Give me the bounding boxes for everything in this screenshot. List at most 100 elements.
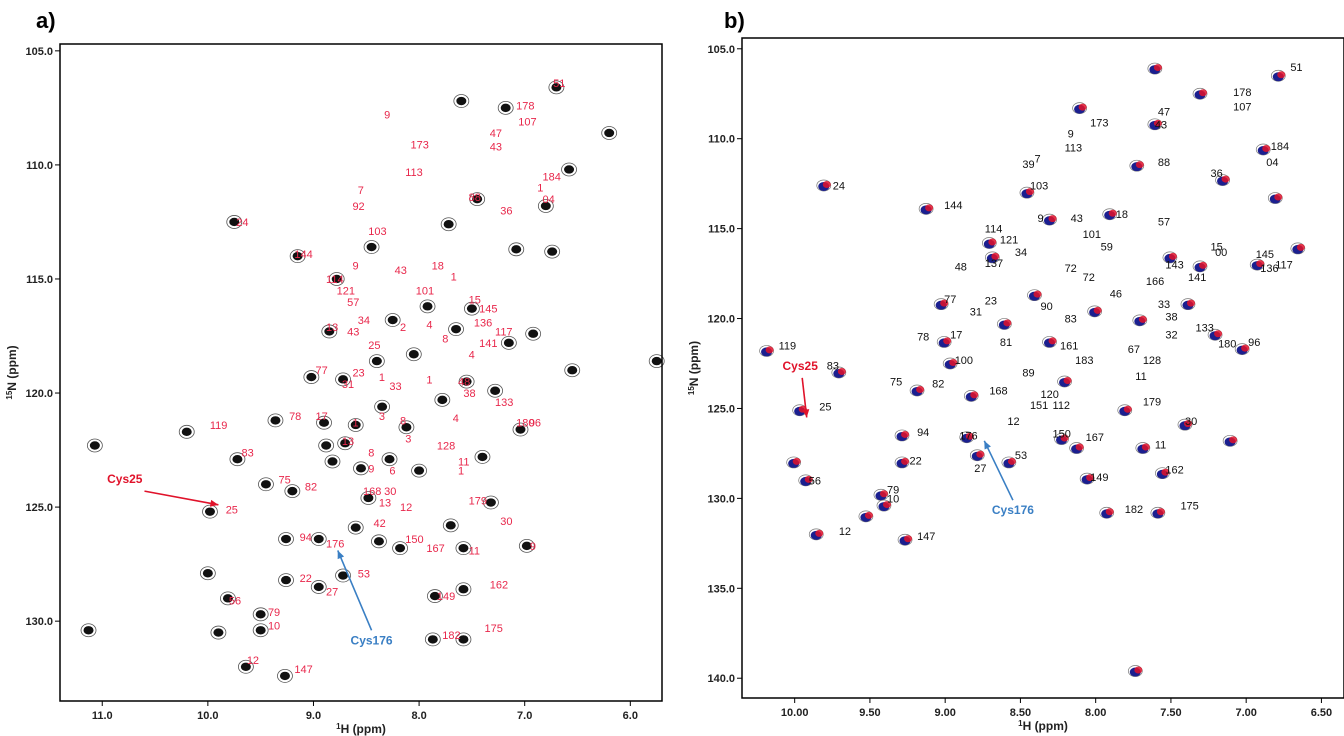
peak-contour-red: [965, 432, 974, 440]
peak-label: 77: [315, 365, 327, 377]
peak-contour-outer: [374, 399, 391, 414]
x-tick-label: 6.50: [1311, 707, 1332, 719]
peak-contour: [485, 498, 496, 507]
peak-label: 82: [305, 482, 317, 494]
peak-contour-outer: [424, 632, 441, 647]
peak-contour-red: [822, 180, 831, 188]
peak-label: 33: [1158, 299, 1170, 311]
x-tick-label: 11.0: [92, 710, 113, 722]
plot-frame: [59, 43, 663, 702]
peak-contour-red: [949, 359, 958, 367]
plot-frame: [741, 37, 1344, 699]
peak-label: 57: [347, 297, 359, 309]
peak-contour: [401, 423, 412, 432]
peak-contour: [429, 591, 440, 601]
peak-label: 151: [1030, 400, 1048, 412]
peak-contour-outer: [278, 573, 294, 587]
peak-contour-red: [1168, 252, 1177, 260]
peak-contour-red: [970, 391, 979, 399]
peak-contour: [515, 425, 526, 434]
peak-contour: [651, 356, 662, 366]
peak-label: 167: [1086, 432, 1104, 444]
peak-contour: [240, 662, 251, 671]
peak-contour: [373, 537, 384, 546]
peak-label: 56: [229, 596, 241, 608]
peak-label: 57: [1158, 216, 1170, 228]
peak-label: 83: [242, 447, 254, 459]
peak-contour-outer: [648, 354, 665, 368]
peak-contour-outer: [427, 589, 443, 603]
peak-label: 182: [442, 630, 460, 642]
peak-label: 183: [1075, 355, 1093, 367]
peak-label: 30: [500, 516, 512, 528]
peak-contour: [338, 375, 349, 384]
peak-label: 36: [1211, 168, 1223, 180]
peak-contour: [466, 304, 477, 313]
x-tick-label: 7.00: [1235, 707, 1256, 719]
peak-contour-red: [991, 252, 1000, 260]
peak-label: 04: [1266, 157, 1278, 169]
peak-label: 12: [247, 655, 259, 667]
peak-contour-red: [765, 346, 774, 354]
peak-contour: [443, 220, 454, 229]
peak-contour: [338, 571, 349, 580]
peak-label: 128: [1143, 355, 1161, 367]
peak-contour: [350, 420, 361, 430]
peak-contour: [472, 194, 483, 204]
peak-contour: [458, 543, 469, 553]
peak-label: 47: [1158, 107, 1170, 119]
peak-contour: [461, 377, 472, 386]
peak-label: 31: [342, 379, 354, 391]
peak-contour-red: [1078, 103, 1087, 111]
peak-label: 117: [495, 326, 513, 338]
peak-label: 136: [474, 317, 492, 329]
peak-label: 33: [389, 381, 401, 393]
peak-contour-outer: [310, 580, 327, 594]
peak-label: 11: [1155, 439, 1166, 451]
peak-label: 17: [315, 411, 327, 423]
peak-contour: [181, 427, 192, 437]
peak-label: 3: [405, 434, 411, 446]
peak-contour-red: [1277, 71, 1286, 79]
peak-label: 23: [352, 368, 364, 380]
peak-contour-red: [1262, 144, 1271, 152]
peak-contour: [395, 543, 406, 553]
peak-contour-red: [1153, 119, 1162, 127]
peak-label: 94: [300, 532, 312, 544]
peak-label: 147: [917, 531, 935, 543]
peak-contour: [270, 416, 281, 425]
peak-contour-red: [1063, 376, 1072, 384]
peak-contour: [551, 83, 562, 92]
peak-label: 107: [1233, 101, 1251, 113]
peak-label: 13: [379, 498, 391, 510]
peak-contour-outer: [453, 94, 470, 108]
peak-label: 100: [955, 355, 973, 367]
peak-contour-red: [1123, 405, 1132, 413]
peak-label: 59: [1101, 242, 1113, 254]
peak-label: 78: [917, 332, 929, 344]
peak-label: 114: [985, 224, 1003, 236]
peak-label: 7: [1034, 153, 1040, 165]
peak-contour: [387, 315, 398, 325]
peak-contour-red: [1229, 436, 1238, 444]
peak-contour: [229, 217, 240, 227]
x-axis-label: 1H (ppm): [1018, 719, 1068, 733]
peak-label: 2: [400, 322, 406, 334]
peak-contour-red: [943, 337, 952, 345]
peak-contour-red: [1296, 243, 1305, 251]
peak-contour: [281, 534, 292, 544]
peak-label: 121: [337, 285, 355, 297]
peak-label: 51: [553, 78, 565, 90]
peak-contour-outer: [544, 244, 561, 259]
peak-label: 38: [1165, 312, 1177, 324]
peak-label: 79: [268, 607, 280, 619]
peak-label: 178: [516, 101, 534, 113]
x-tick-label: 8.0: [411, 710, 426, 722]
peak-label: 3: [379, 411, 385, 423]
peak-label: 43: [1071, 213, 1083, 225]
peak-label: 04: [543, 194, 555, 206]
peak-contour-outer: [564, 363, 581, 378]
peak-label: 27: [326, 587, 338, 599]
peak-label: 4: [469, 349, 475, 361]
peak-contour: [292, 251, 303, 261]
